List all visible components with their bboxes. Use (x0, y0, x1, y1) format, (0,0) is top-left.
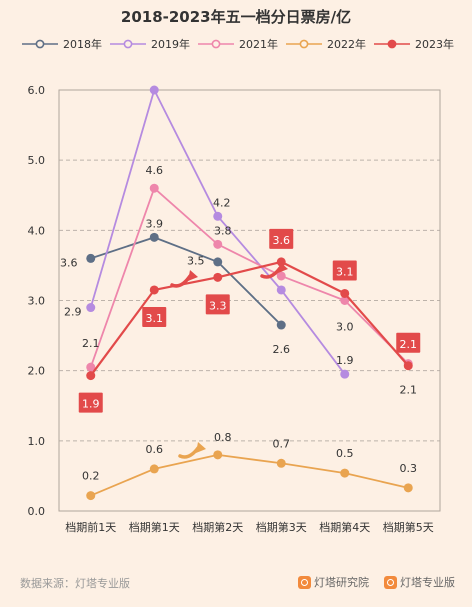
data-point (403, 483, 413, 493)
x-tick-label: 档期前1天 (65, 520, 116, 534)
data-label: 3.0 (336, 321, 354, 334)
data-label: 1.9 (82, 398, 100, 411)
data-label: 4.6 (146, 164, 164, 177)
brand-research-label: 灯塔研究院 (314, 576, 369, 589)
data-label: 3.3 (209, 299, 227, 312)
x-tick-label: 档期第4天 (319, 520, 370, 534)
legend-marker (387, 39, 397, 49)
y-tick-label: 6.0 (28, 84, 46, 97)
series-line (89, 260, 410, 377)
brand-pro: 灯塔专业版 (384, 574, 455, 590)
y-tick-label: 1.0 (28, 435, 46, 448)
data-point (213, 450, 223, 460)
y-tick-label: 5.0 (28, 154, 46, 167)
brand-pro-label: 灯塔专业版 (400, 576, 455, 589)
data-point (213, 272, 223, 282)
data-label: 3.9 (146, 217, 164, 230)
arrow-icon (178, 446, 200, 459)
data-label: 3.8 (214, 224, 232, 237)
data-label-box (205, 294, 230, 315)
data-point (340, 369, 350, 379)
data-label-box (269, 228, 294, 249)
data-label-box (332, 260, 357, 281)
arrow-icon-head (196, 442, 206, 453)
data-label: 2.9 (64, 306, 82, 319)
data-point (276, 257, 286, 267)
legend-label: 2019年 (151, 37, 190, 51)
arrow-icon-head (278, 262, 288, 273)
legend-marker (299, 39, 309, 49)
legend-marker (211, 39, 221, 49)
data-label: 2.6 (273, 343, 291, 356)
data-label-box (78, 392, 103, 413)
data-point (276, 320, 286, 330)
data-point (149, 183, 159, 193)
data-label: 4.2 (213, 196, 231, 209)
x-tick-label: 档期第1天 (129, 520, 180, 534)
series-line (90, 453, 409, 497)
legend-marker (35, 39, 45, 49)
data-point (86, 253, 96, 263)
arrow-icon (170, 274, 192, 288)
data-label-box (396, 332, 421, 353)
data-point (276, 271, 286, 281)
data-point (213, 211, 223, 221)
data-label: 0.7 (273, 437, 291, 450)
x-tick-label: 档期第3天 (256, 520, 307, 534)
data-label: 1.9 (336, 354, 354, 367)
data-point (403, 361, 413, 371)
x-tick-label: 档期第2天 (192, 520, 243, 534)
data-point (149, 285, 159, 295)
data-point (340, 288, 350, 298)
data-point (340, 468, 350, 478)
legend-label: 2023年 (415, 37, 454, 51)
data-label: 0.8 (214, 431, 232, 444)
annotation-label: 3.5 (187, 254, 205, 267)
data-label: 0.5 (336, 447, 354, 460)
data-point (276, 458, 286, 468)
plot-frame (58, 89, 441, 512)
data-label: 0.6 (146, 443, 164, 456)
data-label: 2.1 (82, 337, 100, 350)
y-tick-label: 4.0 (28, 224, 46, 237)
data-point (86, 362, 96, 372)
arrow-icon (260, 266, 282, 279)
data-label: 2.1 (400, 384, 418, 397)
brand-research: 灯塔研究院 (298, 574, 369, 590)
series-line (90, 236, 282, 326)
data-point (276, 285, 286, 295)
data-point (340, 296, 350, 305)
data-label: 0.3 (400, 462, 418, 475)
legend-label: 2018年 (63, 37, 102, 51)
legend-marker (123, 39, 133, 49)
data-label: 3.6 (60, 256, 78, 269)
data-point (213, 257, 223, 267)
legend-label: 2021年 (239, 37, 278, 51)
x-tick-label: 档期第5天 (383, 520, 434, 534)
data-label: 3.1 (336, 265, 354, 278)
series-line (89, 187, 409, 368)
data-label: 0.2 (82, 470, 100, 483)
data-label: 3.1 (146, 312, 164, 325)
data-point (86, 303, 96, 313)
brand-logo-icon (384, 575, 397, 589)
y-tick-label: 2.0 (28, 365, 46, 378)
data-point (86, 491, 96, 501)
data-point (86, 371, 96, 381)
y-tick-label: 3.0 (28, 295, 46, 308)
brand-logo-icon (298, 575, 311, 589)
data-point (149, 85, 159, 95)
legend-label: 2022年 (327, 37, 366, 51)
chart-title: 2018-2023年五一档分日票房/亿 (120, 8, 352, 26)
data-label-box (142, 306, 167, 327)
arrow-icon-head (188, 270, 198, 281)
data-point (149, 464, 159, 474)
data-point (213, 239, 223, 249)
y-tick-label: 0.0 (28, 505, 46, 518)
data-label: 3.6 (273, 234, 291, 247)
data-label: 2.1 (400, 338, 418, 351)
data-point (149, 232, 159, 242)
data-source: 数据来源：灯塔专业版 (20, 577, 130, 590)
